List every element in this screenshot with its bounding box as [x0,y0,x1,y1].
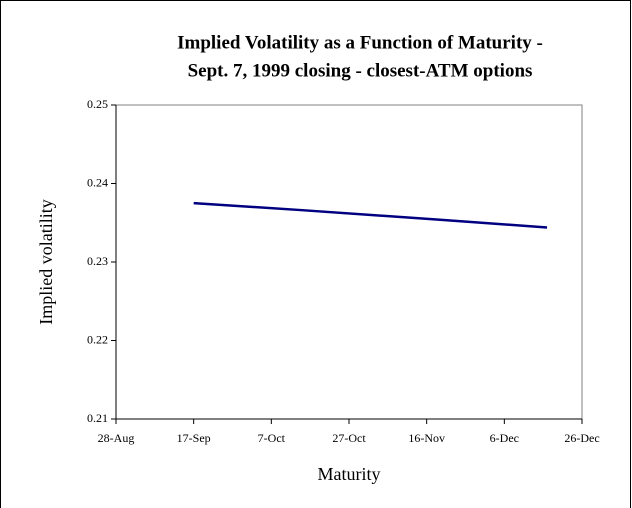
y-tick-label: 0.23 [87,254,108,268]
y-axis-label: Implied volatility [36,199,56,324]
x-axis-label: Maturity [318,464,381,484]
x-tick-label: 16-Nov [408,431,445,445]
chart-title: Implied Volatility as a Function of Matu… [177,32,543,53]
plot-area [115,104,583,420]
y-tick-label: 0.21 [87,411,108,425]
x-tick-label: 17-Sep [177,431,211,445]
x-tick-label: 26-Dec [564,431,599,445]
y-tick-label: 0.25 [87,97,108,111]
chart-subtitle: Sept. 7, 1999 closing - closest-ATM opti… [188,60,533,81]
x-tick-label: 6-Dec [490,431,519,445]
y-tick-label: 0.22 [87,332,108,346]
x-tick-label: 7-Oct [258,431,286,445]
data-line [193,201,548,229]
x-tick-label: 27-Oct [332,431,366,445]
x-tick-label: 28-Aug [98,431,135,445]
y-tick-label: 0.24 [87,175,108,189]
